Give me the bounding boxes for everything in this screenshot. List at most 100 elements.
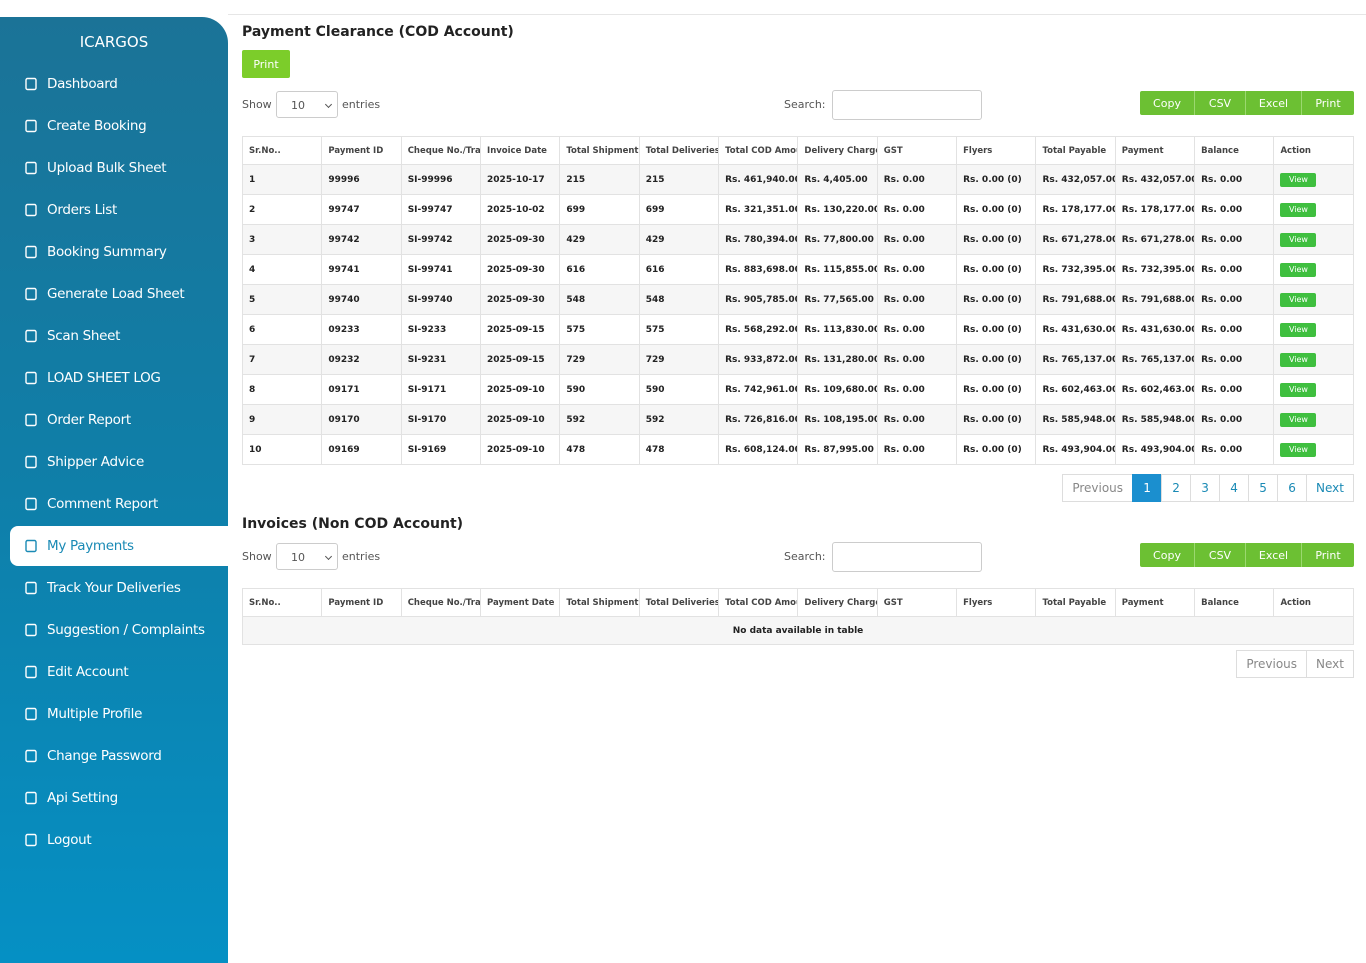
export-button[interactable]: Excel [1246, 91, 1302, 115]
table-cell: Rs. 0.00 (0) [956, 344, 1037, 375]
menu-item[interactable]: Dashboard [10, 64, 228, 104]
table-cell: 215 [638, 164, 720, 195]
menu-item[interactable]: Generate Load Sheet [10, 274, 228, 314]
section-title: Payment Clearance (COD Account) [242, 24, 514, 40]
column-header[interactable]: Payment [1114, 136, 1196, 165]
table-row: 5 99740 SI-99740 2025-09-30 548 548 Rs. 905,78… [241, 284, 1354, 315]
column-header[interactable]: GST [876, 588, 958, 617]
column-header[interactable]: Invoice Date [480, 136, 561, 165]
table-row: 10 09169 SI-9169 2025-09-10 478 478 Rs. 608,12… [241, 434, 1354, 465]
column-header[interactable]: Delivery Charges [797, 588, 878, 617]
table-cell: Rs. 109,680.00 [797, 374, 878, 405]
page-button[interactable]: 2 [1161, 474, 1192, 502]
page-button[interactable]: 5 [1248, 474, 1279, 502]
export-button[interactable]: Print [1302, 543, 1354, 567]
export-button[interactable]: CSV [1195, 543, 1246, 567]
column-header[interactable]: Action [1273, 588, 1354, 617]
table-cell: Rs. 0.00 [876, 374, 958, 405]
next-button[interactable]: Next [1306, 650, 1354, 678]
view-button[interactable]: View [1280, 352, 1317, 367]
column-header[interactable]: Total Deliveries [638, 588, 720, 617]
column-header[interactable]: Payment Date [480, 588, 561, 617]
column-header[interactable]: Flyers [956, 588, 1037, 617]
search-input[interactable] [832, 90, 982, 120]
length-select[interactable]: 10 [276, 91, 338, 118]
column-header[interactable]: Total COD Amount [718, 588, 799, 617]
table-cell: Rs. 0.00 [876, 254, 958, 285]
column-header[interactable]: Total Shipments [559, 588, 640, 617]
table-cell: Rs. 585,948.00 [1114, 404, 1196, 435]
column-header[interactable]: GST [876, 136, 958, 165]
view-button[interactable]: View [1280, 292, 1317, 307]
table-cell: 575 [559, 314, 640, 345]
export-button[interactable]: Print [1302, 91, 1354, 115]
menu-item[interactable]: Suggestion / Complaints [10, 610, 228, 650]
table-row: 9 09170 SI-9170 2025-09-10 592 592 Rs. 726,816… [241, 404, 1354, 435]
page-button[interactable]: 1 [1132, 474, 1163, 502]
page-button[interactable]: 4 [1219, 474, 1250, 502]
menu-item[interactable]: Logout [10, 820, 228, 860]
menu-item[interactable]: Upload Bulk Sheet [10, 148, 228, 188]
menu-item[interactable]: Order Report [10, 400, 228, 440]
column-header[interactable]: Total Payable [1035, 136, 1116, 165]
table-cell: 99747 [321, 194, 402, 225]
search-input[interactable] [832, 542, 982, 572]
menu-label: Change Password [47, 748, 162, 764]
print-button[interactable]: Print [242, 50, 290, 78]
menu-icon [25, 455, 37, 469]
column-header[interactable]: Cheque No./Transaction ID [400, 136, 482, 165]
menu-item[interactable]: Comment Report [10, 484, 228, 524]
column-header[interactable]: Total Deliveries [638, 136, 720, 165]
view-button[interactable]: View [1280, 262, 1317, 277]
view-button[interactable]: View [1280, 322, 1317, 337]
table-cell: Rs. 0.00 [1194, 404, 1275, 435]
column-header[interactable]: Total Shipments [559, 136, 640, 165]
menu-item[interactable]: Orders List [10, 190, 228, 230]
menu-item[interactable]: Booking Summary [10, 232, 228, 272]
menu-item[interactable]: Multiple Profile [10, 694, 228, 734]
view-button[interactable]: View [1280, 172, 1317, 187]
column-header[interactable]: Payment ID [321, 136, 402, 165]
column-header[interactable]: Flyers [956, 136, 1037, 165]
view-button[interactable]: View [1280, 442, 1317, 457]
column-header[interactable]: Cheque No./Transaction ID [400, 588, 482, 617]
column-header[interactable]: Payment [1114, 588, 1196, 617]
view-button[interactable]: View [1280, 232, 1317, 247]
menu-item[interactable]: Edit Account [10, 652, 228, 692]
view-button[interactable]: View [1280, 412, 1317, 427]
column-header[interactable]: Balance [1194, 588, 1275, 617]
column-header[interactable]: Action [1273, 136, 1354, 165]
column-header[interactable]: Sr.No.. [241, 588, 323, 617]
menu-item[interactable]: Create Booking [10, 106, 228, 146]
column-header[interactable]: Balance [1194, 136, 1275, 165]
table-cell: Rs. 4,405.00 [797, 164, 878, 195]
export-button[interactable]: CSV [1195, 91, 1246, 115]
export-button[interactable]: Copy [1140, 543, 1195, 567]
export-button[interactable]: Excel [1246, 543, 1302, 567]
menu-item[interactable]: LOAD SHEET LOG [10, 358, 228, 398]
next-button[interactable]: Next [1306, 474, 1354, 502]
previous-button[interactable]: Previous [1236, 650, 1308, 678]
menu-item[interactable]: Shipper Advice [10, 442, 228, 482]
menu-item[interactable]: Change Password [10, 736, 228, 776]
column-header[interactable]: Total COD Amount [718, 136, 799, 165]
table-cell: SI-9169 [400, 434, 482, 465]
menu-item[interactable]: Scan Sheet [10, 316, 228, 356]
table-cell: View [1273, 254, 1354, 285]
page-button[interactable]: 6 [1277, 474, 1308, 502]
menu-label: Api Setting [47, 790, 118, 806]
menu-item[interactable]: Api Setting [10, 778, 228, 818]
menu-item[interactable]: My Payments [10, 526, 228, 566]
page-button[interactable]: 3 [1190, 474, 1221, 502]
column-header[interactable]: Total Payable [1035, 588, 1116, 617]
column-header[interactable]: Delivery Charges [797, 136, 878, 165]
table-cell: 2025-09-10 [480, 434, 561, 465]
previous-button[interactable]: Previous [1062, 474, 1134, 502]
length-select[interactable]: 10 [276, 543, 338, 570]
view-button[interactable]: View [1280, 202, 1317, 217]
column-header[interactable]: Payment ID [321, 588, 402, 617]
menu-item[interactable]: Track Your Deliveries [10, 568, 228, 608]
export-button[interactable]: Copy [1140, 91, 1195, 115]
column-header[interactable]: Sr.No.. [241, 136, 323, 165]
view-button[interactable]: View [1280, 382, 1317, 397]
